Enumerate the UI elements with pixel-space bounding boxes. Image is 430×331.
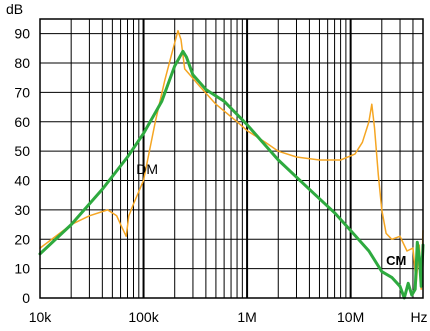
y-tick-label: 60	[14, 114, 30, 130]
y-tick-label: 50	[14, 143, 30, 159]
x-axis-label: Hz	[410, 309, 427, 325]
y-tick-label: 40	[14, 173, 30, 189]
y-tick-label: 0	[22, 290, 30, 306]
series-line-cm	[38, 49, 425, 300]
x-tick-label: 10k	[29, 309, 53, 325]
tick-labels: 0 10 20 30 40 50 60 70 80 90 10k 100k 1M 10M	[14, 26, 364, 325]
y-tick-label: 70	[14, 84, 30, 100]
y-tick-label: 80	[14, 55, 30, 71]
series-label-dm: DM	[136, 161, 158, 177]
y-tick-label: 20	[14, 231, 30, 247]
y-axis-label: dB	[6, 1, 23, 17]
plot-frame	[39, 18, 424, 299]
series-lines	[38, 29, 425, 300]
x-tick-label: 1M	[237, 309, 256, 325]
series-label-cm: CM	[386, 253, 406, 268]
x-tick-label: 10M	[337, 309, 364, 325]
y-tick-label: 30	[14, 202, 30, 218]
grid	[40, 19, 423, 298]
y-tick-label: 90	[14, 26, 30, 42]
x-tick-label: 100k	[128, 309, 159, 325]
y-tick-label: 10	[14, 261, 30, 277]
